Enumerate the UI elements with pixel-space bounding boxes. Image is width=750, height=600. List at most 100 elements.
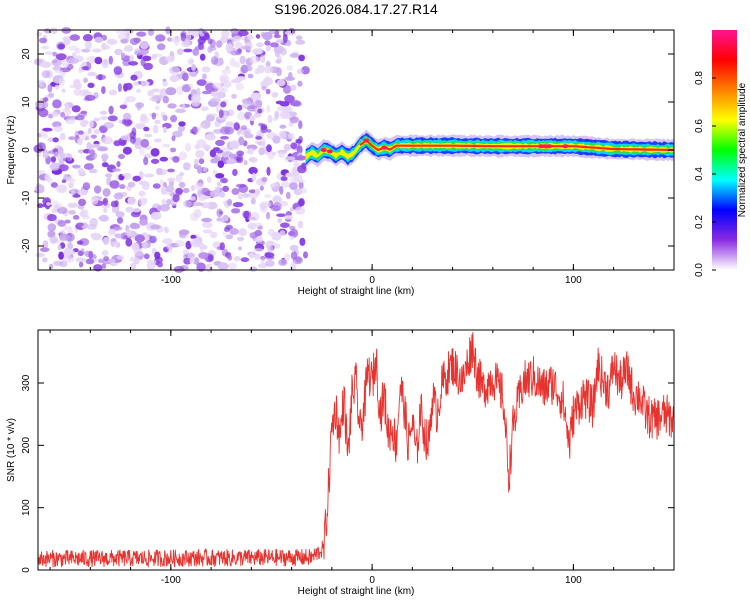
noise-speckle	[120, 135, 129, 140]
noise-speckle	[49, 27, 58, 34]
noise-speckle	[76, 240, 84, 245]
noise-speckle	[139, 147, 145, 156]
noise-speckle	[143, 62, 154, 71]
noise-speckle	[249, 55, 259, 64]
noise-speckle	[206, 201, 218, 210]
noise-speckle	[70, 190, 76, 195]
noise-speckle	[103, 208, 108, 213]
noise-speckle	[204, 133, 216, 141]
colorbar-tick-label: 0.0	[694, 263, 705, 277]
noise-speckle	[233, 122, 240, 131]
noise-speckle	[140, 80, 147, 87]
noise-speckle	[257, 64, 265, 74]
noise-speckle	[250, 197, 256, 205]
noise-speckle	[84, 40, 92, 50]
noise-speckle	[235, 49, 242, 56]
noise-speckle	[169, 74, 179, 83]
noise-speckle	[79, 210, 86, 217]
noise-speckle	[288, 231, 296, 237]
noise-speckle	[117, 83, 122, 93]
noise-speckle	[103, 122, 115, 129]
y-tick-label: -20	[21, 238, 32, 253]
noise-speckle	[264, 40, 271, 46]
noise-speckle	[162, 126, 168, 134]
noise-speckle	[289, 116, 300, 124]
noise-speckle	[112, 168, 121, 172]
noise-speckle	[217, 262, 229, 271]
noise-speckle	[255, 136, 263, 140]
noise-speckle	[226, 198, 233, 206]
noise-speckle	[190, 184, 196, 192]
noise-speckle	[216, 217, 222, 222]
noise-speckle	[295, 256, 302, 263]
noise-speckle	[209, 149, 217, 158]
noise-speckle	[166, 243, 173, 250]
noise-speckle	[165, 55, 175, 63]
noise-speckle	[53, 260, 63, 266]
noise-speckle	[44, 28, 51, 34]
noise-speckle	[82, 215, 91, 220]
noise-speckle	[116, 161, 121, 168]
noise-speckle	[172, 130, 183, 138]
noise-speckle	[68, 182, 74, 189]
colorbar-tick-label: 0.2	[694, 215, 705, 229]
noise-speckle	[191, 64, 197, 71]
noise-speckle	[81, 48, 90, 53]
noise-speckle	[53, 125, 63, 133]
noise-speckle	[231, 208, 241, 214]
noise-speckle	[58, 251, 64, 260]
noise-speckle	[248, 166, 258, 175]
noise-speckle	[93, 144, 101, 149]
noise-speckle	[87, 127, 92, 134]
noise-speckle	[60, 112, 65, 118]
noise-speckle	[280, 176, 288, 182]
noise-speckle	[280, 110, 289, 118]
noise-speckle	[162, 114, 168, 122]
colorbar: 0.0 0.2 0.4 0.6 0.8 Normalized spectral ampl…	[694, 30, 748, 277]
snr-series	[37, 332, 675, 568]
x-tick-label: -100	[161, 575, 181, 586]
noise-speckle	[252, 222, 263, 227]
noise-speckle	[61, 88, 66, 93]
noise-speckle	[295, 39, 306, 45]
noise-speckle	[64, 219, 71, 224]
spectrogram-x-axis-label: Height of straight line (km)	[298, 286, 415, 297]
noise-speckle	[270, 183, 276, 188]
noise-speckle	[258, 122, 264, 127]
noise-speckle	[63, 36, 71, 46]
noise-speckle	[35, 153, 43, 157]
noise-speckle	[201, 221, 213, 228]
noise-speckle	[62, 157, 71, 162]
noise-speckle	[242, 193, 250, 198]
noise-speckle	[219, 242, 225, 251]
snr-x-axis-label: Height of straight line (km)	[298, 586, 415, 597]
noise-speckle	[199, 53, 206, 61]
noise-speckle	[132, 175, 141, 182]
noise-speckle	[159, 178, 164, 188]
noise-speckle	[101, 153, 109, 161]
noise-speckle	[41, 133, 49, 139]
frequency-track-peak	[546, 144, 553, 149]
noise-speckle	[283, 143, 291, 151]
noise-speckle	[250, 157, 258, 163]
noise-speckle	[278, 151, 286, 159]
noise-speckle	[279, 230, 286, 236]
noise-speckle	[131, 208, 141, 213]
noise-speckle	[140, 138, 150, 148]
noise-speckle	[225, 234, 233, 240]
noise-speckle	[199, 123, 205, 129]
noise-speckle	[118, 153, 125, 160]
noise-speckle	[294, 206, 306, 215]
noise-speckle	[198, 252, 209, 260]
noise-speckle	[285, 172, 295, 177]
noise-speckle	[298, 187, 308, 194]
frequency-track-core	[359, 138, 674, 152]
noise-speckle	[199, 32, 205, 37]
noise-speckle	[234, 41, 243, 49]
noise-speckle	[284, 94, 295, 104]
noise-speckle	[77, 168, 85, 175]
noise-speckle	[255, 235, 264, 243]
noise-speckle	[260, 256, 265, 264]
frequency-track-band	[305, 136, 674, 162]
